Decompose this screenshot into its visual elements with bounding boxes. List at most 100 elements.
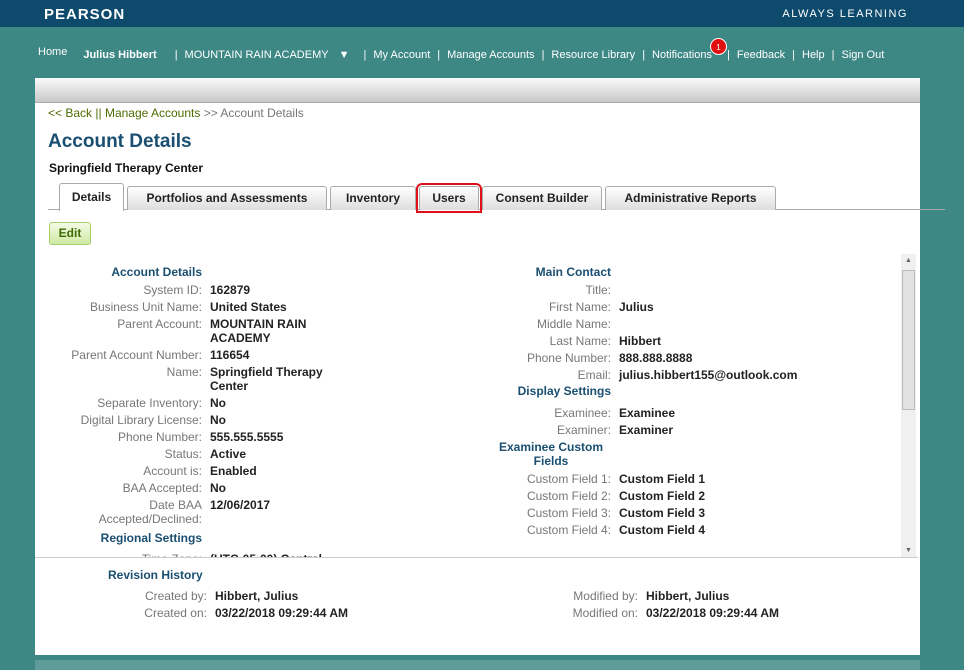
section-heading: Display Settings <box>517 384 611 398</box>
field-label: Last Name: <box>549 334 611 348</box>
section-heading: Regional Settings <box>100 531 202 545</box>
section-heading: Account Details <box>111 265 202 279</box>
footer-bar <box>35 660 920 670</box>
back-link[interactable]: << Back <box>48 106 93 120</box>
nav-my-account[interactable]: My Account <box>373 49 431 61</box>
nav-notifications[interactable]: Notifications <box>652 49 712 61</box>
account-name: Springfield Therapy Center <box>49 161 204 175</box>
nav-sign-out[interactable]: Sign Out <box>841 49 885 61</box>
page-title: Account Details <box>48 131 192 152</box>
detail-row: System ID: 162879 <box>45 283 345 297</box>
toolbar-bar <box>35 78 920 103</box>
field-label: Digital Library License: <box>80 413 202 427</box>
detail-row: Middle Name: <box>455 317 795 331</box>
custom-fields-heading: Examinee Custom Fields <box>498 440 604 468</box>
detail-row: Status: Active <box>45 447 345 461</box>
modified-by-value: Hibbert, Julius <box>646 589 730 603</box>
detail-row: Examiner: Examiner <box>455 423 795 437</box>
scroll-down-icon[interactable]: ▼ <box>905 547 912 554</box>
tab-details[interactable]: Details <box>59 183 124 211</box>
nav-home[interactable]: Home <box>38 46 68 58</box>
vertical-scrollbar[interactable]: ▲ ▼ <box>901 254 916 557</box>
field-value: 888.888.8888 <box>619 351 693 365</box>
field-label: Parent Account: <box>117 317 202 331</box>
field-label: BAA Accepted: <box>122 481 202 495</box>
nav-separator: | <box>363 49 367 61</box>
breadcrumb-manage-accounts[interactable]: Manage Accounts <box>104 106 201 120</box>
nav-org-dropdown[interactable]: MOUNTAIN RAIN ACADEMY ▼ <box>185 49 357 61</box>
edit-button[interactable]: Edit <box>49 222 91 245</box>
field-label: Custom Field 4: <box>526 523 611 537</box>
field-value: No <box>210 413 226 427</box>
nav-feedback[interactable]: Feedback <box>736 49 786 61</box>
section-heading: Examinee Custom Fields <box>455 440 611 468</box>
tab-inventory[interactable]: Inventory <box>330 186 416 210</box>
content-panel: << Back || Manage Accounts >> Account De… <box>35 78 945 655</box>
field-label: Phone Number: <box>526 351 611 365</box>
field-value: United States <box>210 300 287 314</box>
scroll-up-icon[interactable]: ▲ <box>905 257 912 264</box>
created-on-value: 03/22/2018 09:29:44 AM <box>215 606 348 620</box>
field-value: Custom Field 3 <box>619 506 706 520</box>
field-value <box>619 317 779 331</box>
field-label: Created on: <box>144 606 207 620</box>
tab-consent-builder[interactable]: Consent Builder <box>482 186 602 210</box>
field-label: Created by: <box>144 589 207 603</box>
details-scroll-pane[interactable]: Account Details System ID: 162879 Business… <box>35 251 918 558</box>
field-value: 12/06/2017 <box>210 498 271 512</box>
field-label: Time Zone: <box>45 552 210 557</box>
tab-users[interactable]: Users <box>416 183 482 213</box>
field-value: Enabled <box>210 464 257 478</box>
field-label: Parent Account Number: <box>71 348 202 362</box>
detail-row: Custom Field 1: Custom Field 1 <box>455 472 795 486</box>
nav-manage-accounts[interactable]: Manage Accounts <box>447 49 535 61</box>
detail-row: Parent Account Number: 116654 <box>45 348 345 362</box>
field-label: Separate Inventory: <box>97 396 202 410</box>
detail-row: Examinee: Examinee <box>455 406 795 420</box>
field-value <box>619 283 779 297</box>
field-value: Examiner <box>619 423 674 437</box>
field-label: Phone Number: <box>117 430 202 444</box>
detail-row: Custom Field 2: Custom Field 2 <box>455 489 795 503</box>
field-label: Name: <box>166 365 202 379</box>
nav-user: Julius Hibbert <box>83 49 157 61</box>
field-value: Examinee <box>619 406 676 420</box>
field-label: Custom Field 2: <box>526 489 611 503</box>
detail-row: Title: <box>455 283 795 297</box>
field-label: Title: <box>585 283 611 297</box>
pearson-logo: PEARSON <box>44 6 126 23</box>
tab-administrative-reports[interactable]: Administrative Reports <box>605 186 776 210</box>
field-value: Custom Field 2 <box>619 489 706 503</box>
field-value: 162879 <box>210 283 251 297</box>
tab-bar: Details Portfolios and Assessments Inven… <box>48 182 945 213</box>
detail-row: Last Name: Hibbert <box>455 334 795 348</box>
field-label: Custom Field 1: <box>526 472 611 486</box>
breadcrumb-arrow: >> <box>203 106 218 120</box>
notification-badge[interactable]: 1 <box>709 37 727 55</box>
detail-row: BAA Accepted: No <box>45 481 345 495</box>
detail-row: Account is: Enabled <box>45 464 345 478</box>
nav-separator: | <box>541 49 545 61</box>
field-value: Springfield Therapy Center <box>210 365 323 393</box>
detail-row: Separate Inventory: No <box>45 396 345 410</box>
detail-row: Custom Field 4: Custom Field 4 <box>455 523 795 537</box>
scrollbar-thumb[interactable] <box>902 270 915 410</box>
detail-row: Business Unit Name: United States <box>45 300 345 314</box>
field-label: Business Unit Name: <box>89 300 202 314</box>
field-value: No <box>210 396 226 410</box>
field-label: Custom Field 3: <box>526 506 611 520</box>
top-banner: PEARSON ALWAYS LEARNING <box>0 0 964 27</box>
tab-portfolios-and-assessments[interactable]: Portfolios and Assessments <box>127 186 327 210</box>
nav-resource-library[interactable]: Resource Library <box>551 49 636 61</box>
nav-help[interactable]: Help <box>802 49 825 61</box>
detail-row: Custom Field 3: Custom Field 3 <box>455 506 795 520</box>
detail-row: Parent Account: MOUNTAIN RAIN ACADEMY <box>45 317 345 345</box>
field-value: MOUNTAIN RAIN ACADEMY <box>210 317 307 345</box>
breadcrumb: << Back || Manage Accounts >> Account De… <box>48 106 304 120</box>
breadcrumb-current: Account Details <box>220 106 304 120</box>
field-value: 555.555.5555 <box>210 430 284 444</box>
field-label: Modified by: <box>573 589 638 603</box>
detail-row: First Name: Julius <box>455 300 795 314</box>
field-value: 116654 <box>210 348 250 362</box>
detail-row: Digital Library License: No <box>45 413 345 427</box>
